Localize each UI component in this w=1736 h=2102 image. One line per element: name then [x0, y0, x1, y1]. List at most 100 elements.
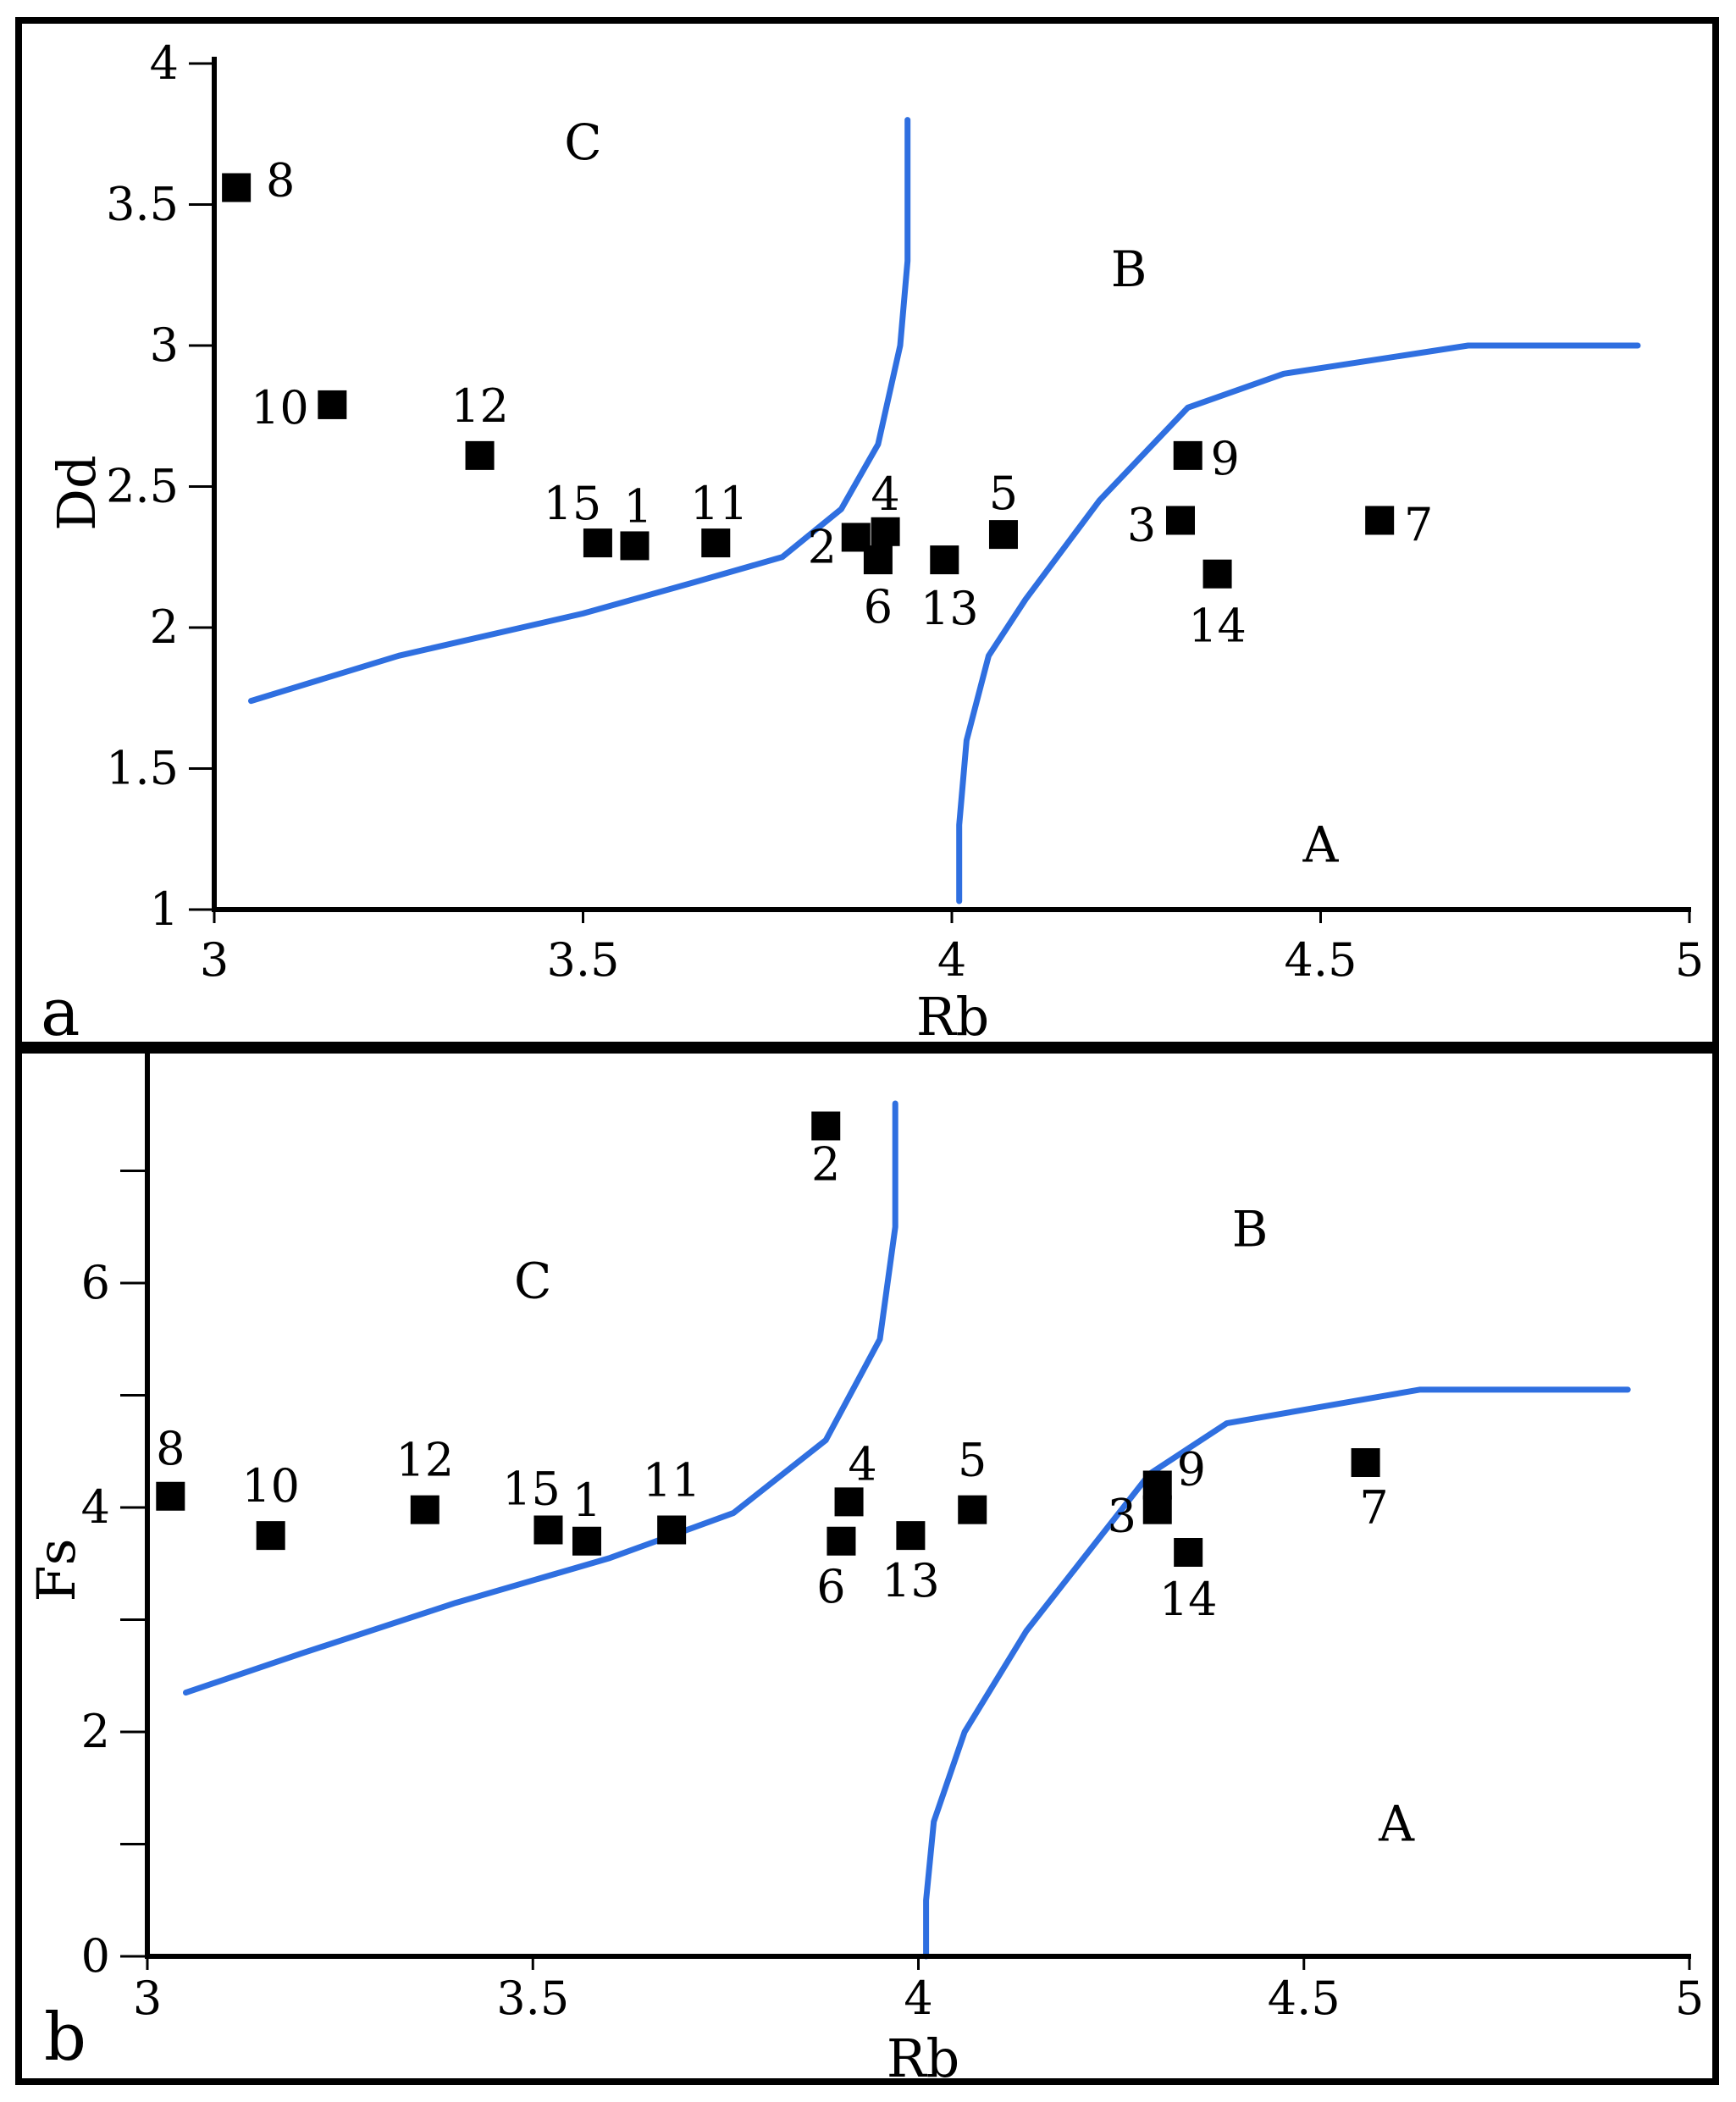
panel-a-y-tick-label: 3.5	[106, 178, 179, 231]
panel-b-boundary-curve-1	[183, 1100, 898, 1696]
panel-b-point-13	[896, 1521, 926, 1551]
panel-a-point-13	[930, 545, 959, 575]
panel-b-x-axis-label: Rb	[887, 2027, 959, 2089]
panel-a-x-tick-label: 3	[200, 933, 229, 987]
panel-b-point-label-15: 15	[502, 1463, 561, 1516]
panel-a-point-4	[871, 517, 900, 546]
panel-b-point-7	[1351, 1448, 1380, 1477]
panel-b-region-label-B: B	[1232, 1200, 1269, 1258]
panel-b-point-12	[410, 1495, 440, 1524]
panel-a-point-label-7: 7	[1404, 498, 1433, 551]
panel-a-y-axis-label: Dd	[46, 455, 108, 530]
panel-a-point-15	[583, 528, 612, 558]
panel-b-point-label-7: 7	[1359, 1481, 1388, 1535]
panel-a-point-3	[1166, 506, 1196, 535]
panel-a-region-label-C: C	[564, 113, 601, 171]
panel-b-region-label-A: A	[1378, 1795, 1415, 1853]
panel-a-x-tick-label: 5	[1675, 933, 1704, 987]
panel-a-letter: a	[41, 975, 80, 1051]
panel-b-y-tick-label: 0	[81, 1929, 110, 1983]
panel-a-point-6	[863, 545, 893, 575]
panel-a-point-label-10: 10	[251, 381, 309, 434]
panel-a-point-label-6: 6	[864, 580, 893, 633]
panel-b-x-tick-label: 4	[904, 1972, 932, 2025]
panel-a-point-label-13: 13	[921, 582, 979, 635]
panel-a-point-7	[1365, 506, 1395, 535]
panel-a-point-label-14: 14	[1188, 600, 1247, 653]
panel-b-point-4	[834, 1487, 864, 1517]
panel-b-point-8	[156, 1481, 185, 1511]
panel-a-point-label-8: 8	[266, 154, 295, 207]
panel-a-point-5	[988, 520, 1018, 550]
panel-a-point-label-12: 12	[451, 379, 509, 433]
panel-b-x-tick-label: 5	[1675, 1972, 1704, 2025]
panel-a-point-label-2: 2	[808, 520, 837, 573]
panel-b-point-11	[657, 1515, 687, 1545]
panel-b-point-2	[811, 1111, 841, 1141]
panel-b-letter: b	[44, 2000, 86, 2076]
panel-b-y-axis-label: Fs	[25, 1539, 87, 1602]
panel-b-point-label-14: 14	[1159, 1573, 1218, 1626]
panel-a-y-tick-label: 4	[150, 36, 179, 90]
panel-a-y-tick-label: 1.5	[106, 742, 179, 795]
panel-a-y-tick-label: 2.5	[106, 460, 179, 513]
panel-a-point-10	[318, 390, 347, 419]
panel-b-point-label-4: 4	[848, 1437, 876, 1491]
panel-a-x-tick-label: 4	[937, 933, 966, 987]
panel-a-point-12	[465, 440, 495, 470]
panel-b-x-tick-label: 3.5	[496, 1972, 569, 2025]
panel-a-y-tick-label: 3	[150, 318, 179, 372]
panel-a-point-9	[1173, 440, 1202, 470]
panel-b-point-label-8: 8	[156, 1422, 185, 1475]
panel-a-point-14	[1202, 559, 1232, 589]
panel-a-point-8	[222, 173, 252, 202]
panel-a-point-1	[620, 531, 650, 561]
panel-a-boundary-curve-2	[956, 342, 1641, 904]
panel-b-y-tick-label: 4	[81, 1480, 110, 1534]
panel-a-region-label-A: A	[1302, 816, 1340, 873]
panel-b-point-label-13: 13	[882, 1554, 940, 1607]
panel-b-region-label-C: C	[514, 1252, 551, 1309]
panel-b-point-15	[534, 1515, 563, 1545]
panel-b-point-6	[827, 1526, 856, 1556]
panel-b-y-tick-label: 6	[81, 1256, 110, 1309]
panel-b-point-label-11: 11	[643, 1454, 701, 1507]
panel-b-point-label-6: 6	[816, 1560, 845, 1613]
panel-a-point-11	[701, 528, 731, 558]
panel-b-point-label-9: 9	[1177, 1443, 1206, 1496]
panel-a-y-tick-label: 2	[150, 600, 179, 654]
panel-a-x-axis-label: Rb	[916, 986, 989, 1048]
panel-a-point-label-3: 3	[1127, 498, 1156, 551]
panel-b-point-label-2: 2	[811, 1138, 840, 1192]
panel-b-point-label-10: 10	[241, 1459, 300, 1513]
panel-a-x-tick-label: 4.5	[1285, 933, 1357, 987]
panel-b-boundary-curve-2	[923, 1386, 1631, 1960]
panel-a-point-label-4: 4	[871, 467, 899, 521]
panel-b-point-label-12: 12	[395, 1434, 454, 1487]
panel-b-point-14	[1174, 1538, 1203, 1567]
panel-a-point-label-1: 1	[623, 479, 652, 533]
panel-a-point-label-11: 11	[690, 477, 749, 530]
panel-b-point-label-1: 1	[572, 1474, 601, 1527]
panel-b-point-9	[1142, 1470, 1172, 1500]
panel-a-boundary-curve-1	[248, 117, 911, 705]
panel-a-point-label-15: 15	[544, 477, 602, 530]
panel-b-point-10	[256, 1521, 285, 1551]
panel-a-point-label-5: 5	[989, 467, 1018, 520]
panel-b-point-1	[572, 1526, 601, 1556]
panel-b-point-label-3: 3	[1108, 1490, 1136, 1543]
panel-a-region-label-B: B	[1111, 241, 1147, 298]
panel-b-frame	[15, 1047, 1719, 2085]
panel-b-x-tick-label: 3	[133, 1972, 162, 2025]
panel-a-x-tick-label: 3.5	[547, 933, 620, 987]
panel-b-point-3	[1142, 1495, 1172, 1524]
panel-a-frame	[15, 17, 1719, 1048]
panel-b-y-tick-label: 2	[81, 1705, 110, 1758]
panel-a-point-label-9: 9	[1211, 432, 1240, 485]
panel-a-y-tick-label: 1	[150, 882, 179, 936]
panel-b-point-5	[958, 1495, 987, 1524]
panel-b-x-tick-label: 4.5	[1268, 1972, 1341, 2025]
